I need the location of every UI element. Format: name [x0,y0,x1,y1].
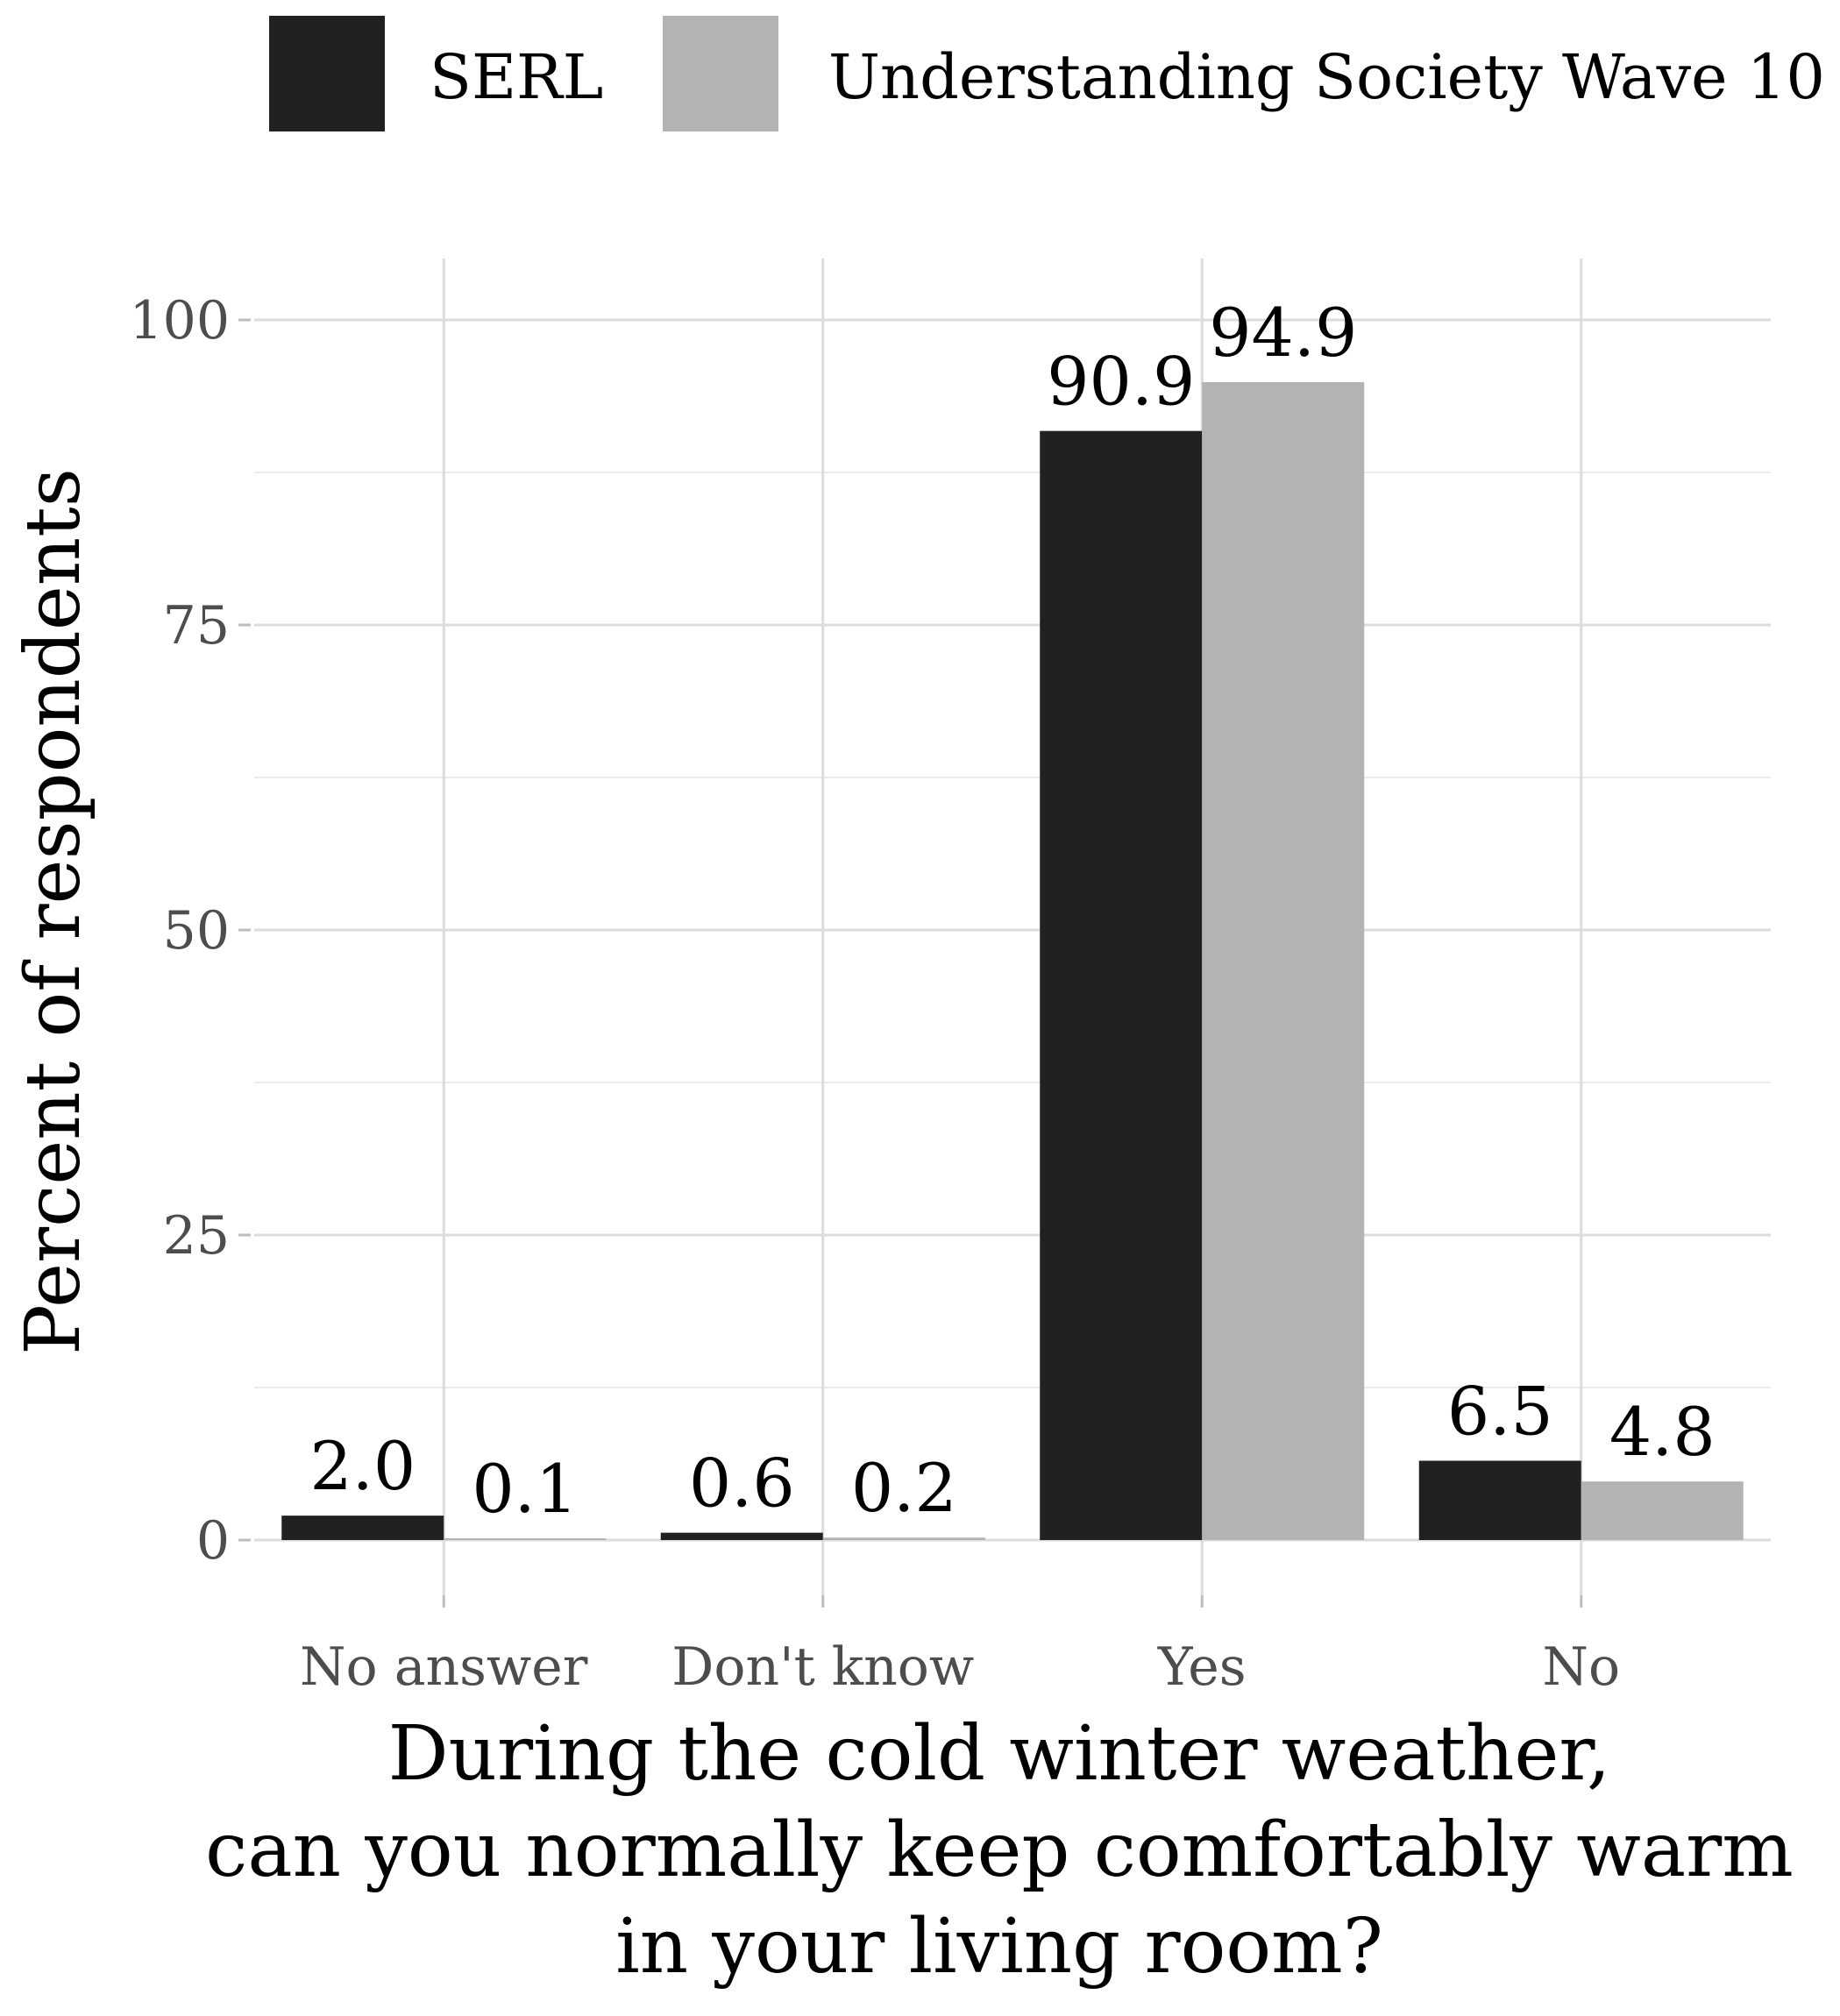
y-tick-label: 0 [196,1510,230,1572]
bar-understanding-society-wave-10-yes [1202,381,1365,1541]
y-axis: 0 25 50 75 100 [129,290,251,1572]
data-label: 2.0 [309,1427,416,1505]
x-axis-title-line: During the cold winter weather, [388,1710,1611,1798]
legend-label-understanding-society: Understanding Society Wave 10 [828,41,1825,113]
data-label: 0.6 [689,1445,795,1523]
x-axis: No answer Don't know Yes No [300,1595,1620,1698]
bar-understanding-society-wave-10-no [1581,1481,1744,1540]
data-label: 0.1 [472,1450,578,1528]
y-tick-label: 25 [163,1205,230,1267]
data-label: 90.9 [1047,343,1195,421]
bar-serl-don-t-know [660,1532,823,1540]
x-tick-label: Don't know [671,1636,974,1698]
data-label: 6.5 [1447,1373,1553,1451]
legend-swatch-understanding-society [663,16,778,131]
y-tick-label: 100 [129,290,230,351]
data-label: 4.8 [1609,1393,1716,1471]
x-axis-title: During the cold winter weather, can you n… [205,1710,1794,1991]
x-tick-label: No [1542,1636,1620,1698]
x-axis-title-line: can you normally keep comfortably warm [205,1807,1794,1894]
y-tick-label: 75 [163,595,230,657]
legend-label-serl: SERL [430,41,603,113]
bar-serl-no [1418,1460,1581,1540]
data-label: 94.9 [1209,294,1357,372]
legend: SERL Understanding Society Wave 10 [269,16,1825,131]
y-axis-title: Percent of respondents [10,468,97,1355]
x-tick-label: Yes [1157,1636,1247,1698]
bars [281,381,1744,1541]
data-label: 0.2 [851,1449,957,1527]
bar-serl-no-answer [281,1516,444,1540]
bar-understanding-society-wave-10-no-answer [444,1538,607,1540]
x-axis-title-line: in your living room? [615,1903,1383,1991]
bar-understanding-society-wave-10-don-t-know [822,1537,985,1540]
x-tick-label: No answer [300,1636,588,1698]
y-tick-label: 50 [163,900,230,962]
legend-swatch-serl [269,16,385,131]
data-labels: 2.0 0.6 90.9 6.5 0.1 0.2 94.9 4.8 [309,294,1715,1528]
bar-serl-yes [1040,430,1203,1540]
